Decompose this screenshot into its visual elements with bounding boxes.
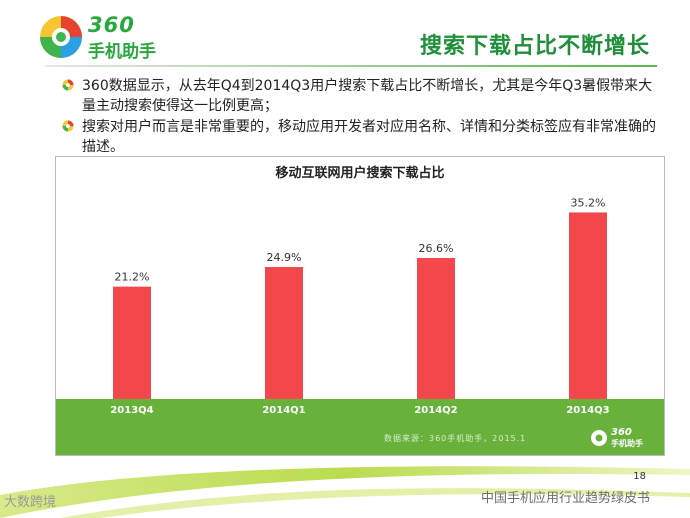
x-tick-label-2014Q3: 2014Q3: [566, 405, 609, 416]
x-tick-label-2013Q4: 2013Q4: [110, 405, 153, 416]
bar-2014Q2: [417, 258, 455, 399]
chart-panel: 移动互联网用户搜索下载占比 21.2% 2013Q4 24.9% 2014Q1 26.6…: [55, 156, 665, 456]
source-note: 数据来源：360手机助手，2015.1: [384, 434, 527, 443]
bullet-ball-icon: [62, 79, 74, 91]
chart-title: 移动互联网用户搜索下载占比: [275, 166, 445, 181]
title-divider: [45, 65, 657, 67]
data-label-2014Q2: 26.6%: [419, 242, 454, 255]
watermark: 大数跨境: [4, 495, 57, 510]
data-label-2014Q1: 24.9%: [267, 251, 302, 264]
footer-swoosh: [0, 466, 690, 518]
data-label-2013Q4: 21.2%: [115, 271, 150, 284]
logo-360: 360 手机助手: [38, 12, 178, 62]
badge-ball-icon: [591, 430, 607, 446]
bar-2013Q4: [113, 286, 151, 399]
badge-logo: 360 手机助手: [590, 427, 648, 451]
axis-band: [56, 399, 664, 455]
badge-number: 360: [611, 427, 632, 438]
x-tick-label-2014Q1: 2014Q1: [262, 405, 305, 416]
bullet-list: 360数据显示，从去年Q4到2014Q3用户搜索下载占比不断增长，尤其是今年Q3…: [60, 76, 660, 158]
data-label-2014Q3: 35.2%: [571, 196, 606, 209]
x-tick-label-2014Q2: 2014Q2: [414, 405, 457, 416]
logo-number: 360: [88, 13, 135, 37]
bullet-item: 搜索对用户而言是非常重要的，移动应用开发者对应用名称、详情和分类标签应有非常准确…: [60, 117, 660, 157]
bar-2014Q1: [265, 267, 303, 399]
bullet-text: 360数据显示，从去年Q4到2014Q3用户搜索下载占比不断增长，尤其是今年Q3…: [82, 78, 653, 114]
logo-ball-icon: [40, 16, 82, 58]
page-number: 18: [633, 471, 646, 482]
logo-name: 手机助手: [88, 42, 156, 62]
page-title: 搜索下载占比不断增长: [419, 34, 650, 59]
bullet-item: 360数据显示，从去年Q4到2014Q3用户搜索下载占比不断增长，尤其是今年Q3…: [60, 76, 660, 116]
bullet-ball-icon: [62, 120, 74, 132]
bullet-text: 搜索对用户而言是非常重要的，移动应用开发者对应用名称、详情和分类标签应有非常准确…: [82, 119, 656, 155]
bar-chart: 21.2% 2013Q4 24.9% 2014Q1 26.6% 2014Q2 35.2% 20…: [110, 196, 609, 416]
bar-2014Q3: [569, 212, 607, 399]
footer-text: 中国手机应用行业趋势绿皮书: [480, 491, 650, 506]
badge-name: 手机助手: [611, 439, 643, 448]
